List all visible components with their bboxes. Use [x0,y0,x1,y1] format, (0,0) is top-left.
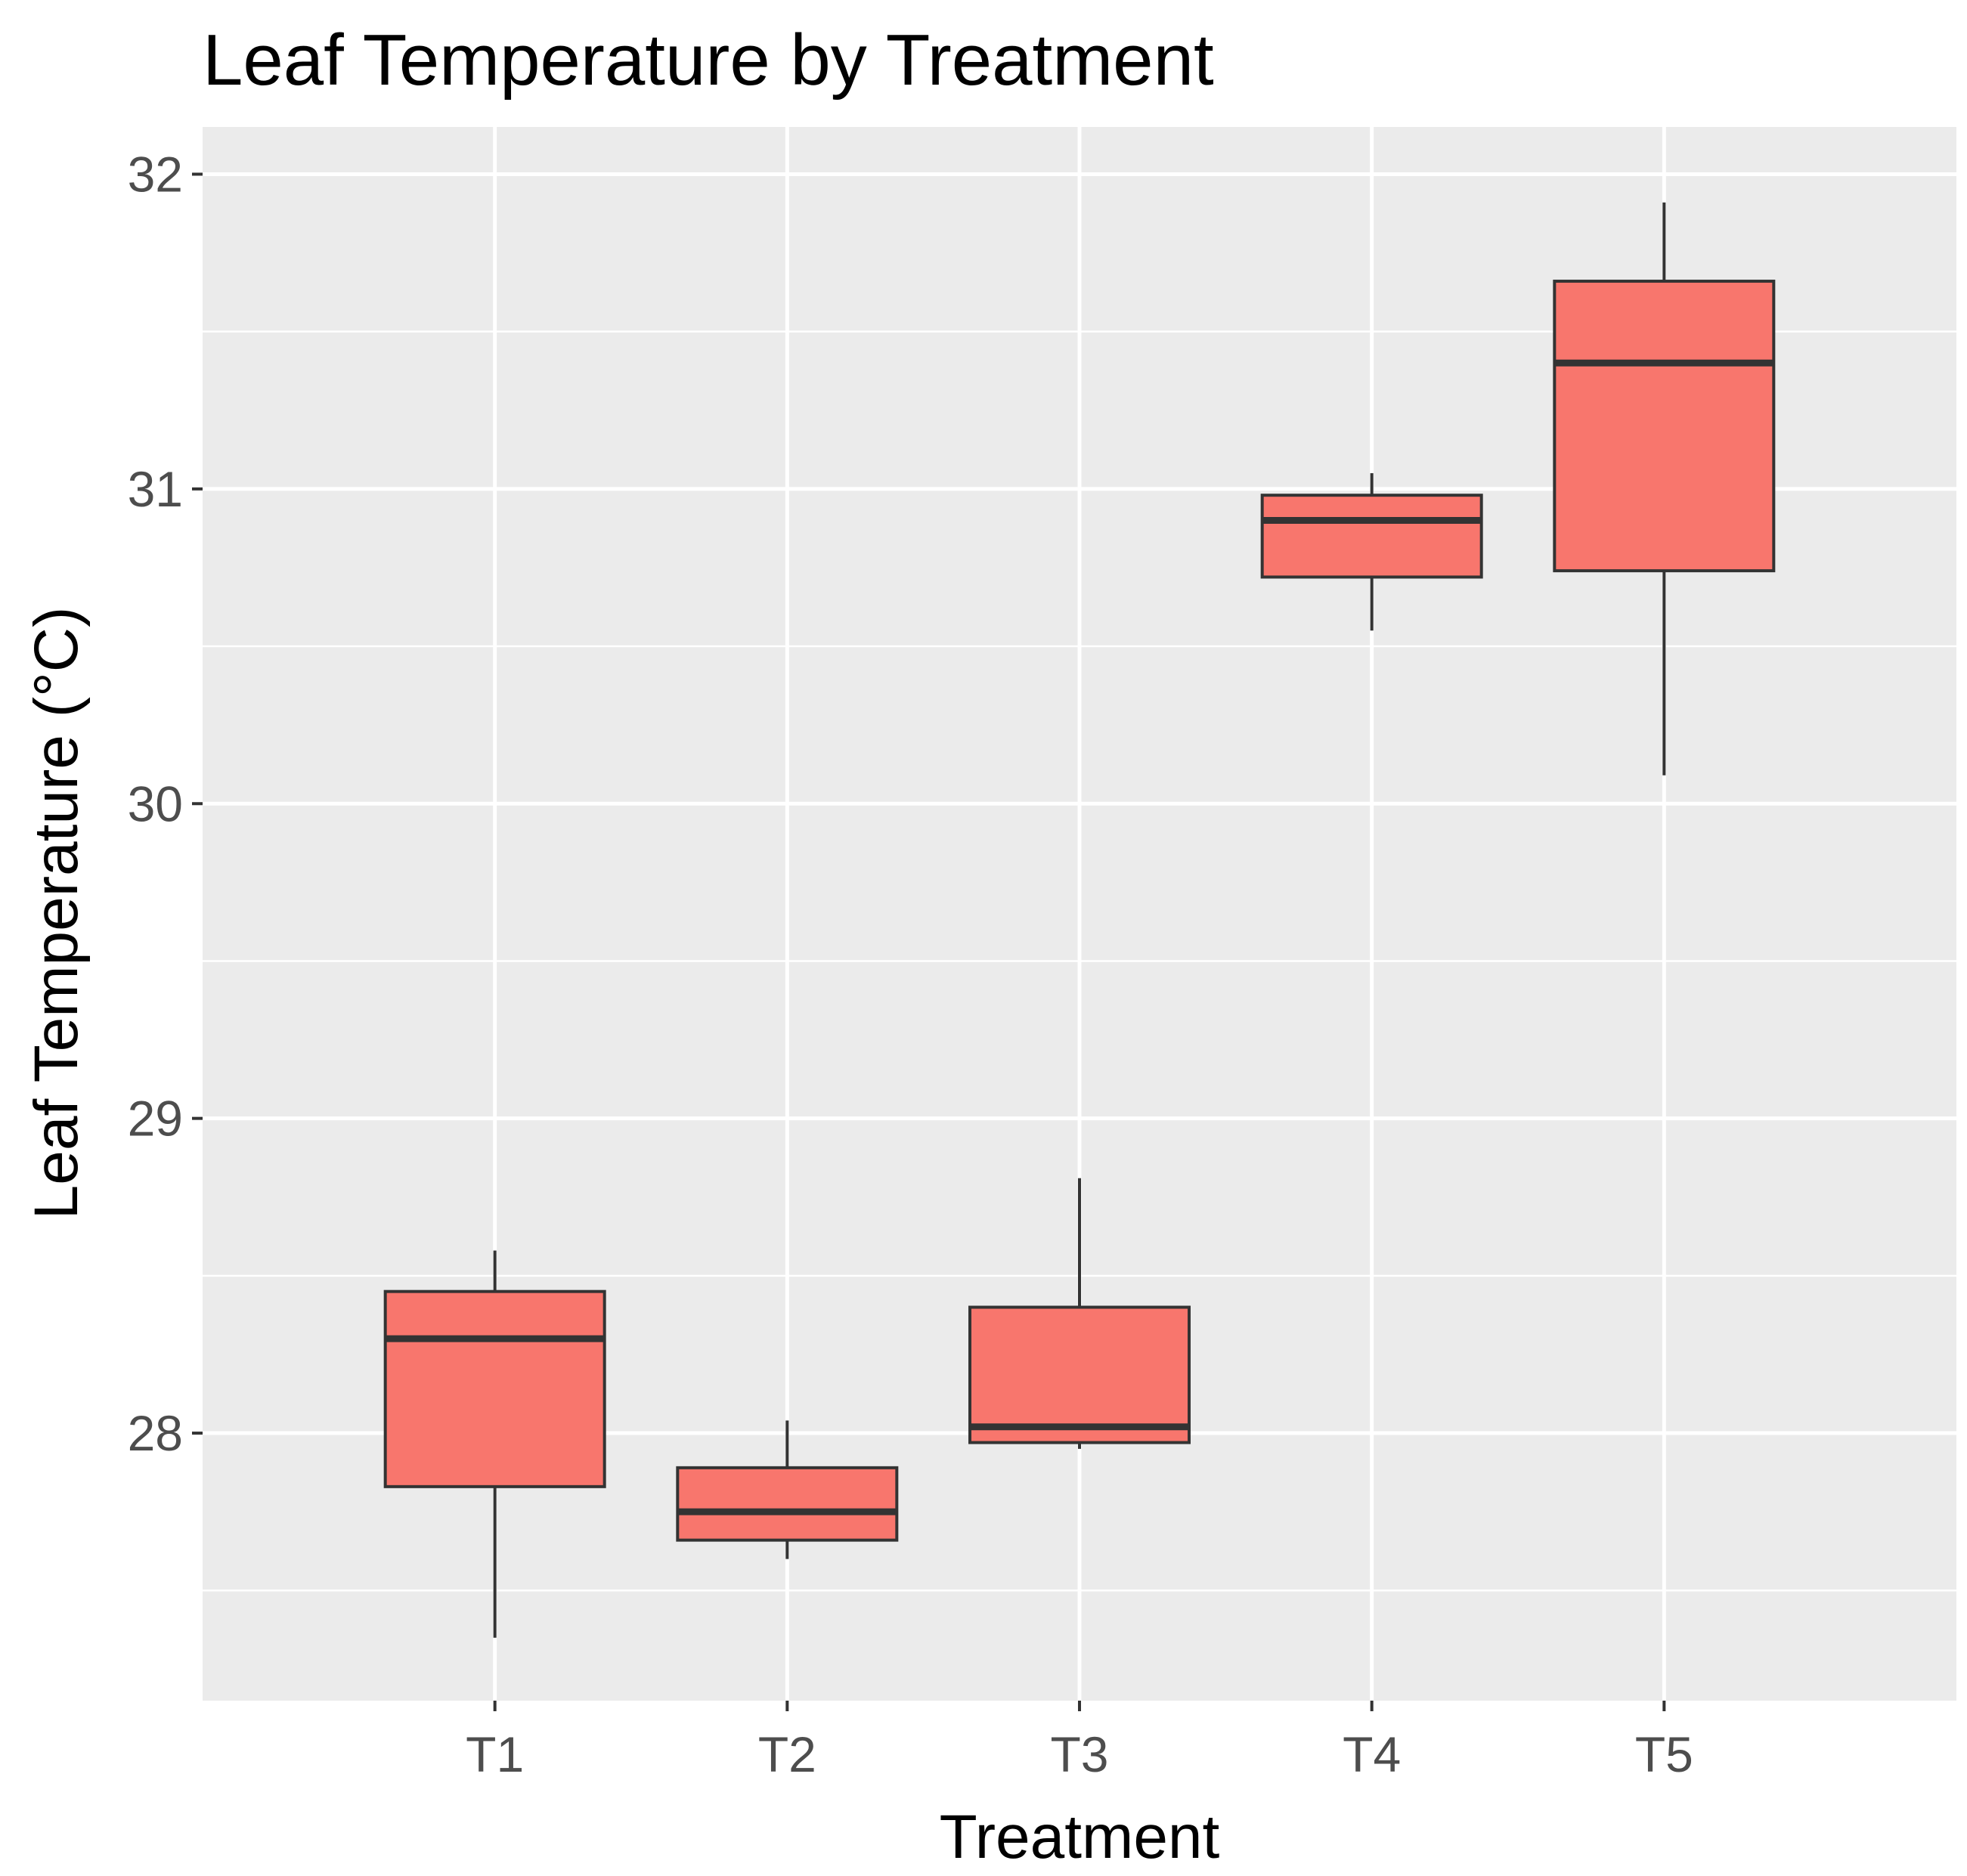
y-tick-label: 29 [128,1091,183,1147]
box-group-t5 [1553,202,1776,775]
x-axis-title: Treatment [940,1803,1220,1871]
x-tick-label: T1 [466,1726,524,1782]
box-iqr [676,1466,899,1542]
y-axis: 28 29 30 31 32 [128,146,203,1461]
x-tick-label: T3 [1050,1726,1108,1782]
box-group-t1 [383,1250,606,1638]
box-group-t3 [968,1178,1191,1449]
box-iqr [1553,280,1776,573]
box-group-t4 [1260,473,1483,631]
boxes [383,202,1776,1638]
y-tick-label: 31 [128,461,183,517]
x-tick-label: T5 [1635,1726,1693,1782]
box-iqr [1260,494,1483,579]
y-tick-label: 28 [128,1405,183,1461]
chart-title: Leaf Temperature by Treatment [203,20,1214,101]
y-axis-title: Leaf Temperature (°C) [22,607,91,1220]
box-group-t2 [676,1420,899,1559]
box-iqr [383,1289,606,1488]
x-tick-label: T2 [758,1726,816,1782]
x-tick-label: T4 [1343,1726,1401,1782]
y-tick-label: 30 [128,775,183,831]
y-tick-label: 32 [128,146,183,202]
x-axis: T1 T2 T3 T4 T5 [466,1701,1693,1782]
box-iqr [968,1305,1191,1444]
